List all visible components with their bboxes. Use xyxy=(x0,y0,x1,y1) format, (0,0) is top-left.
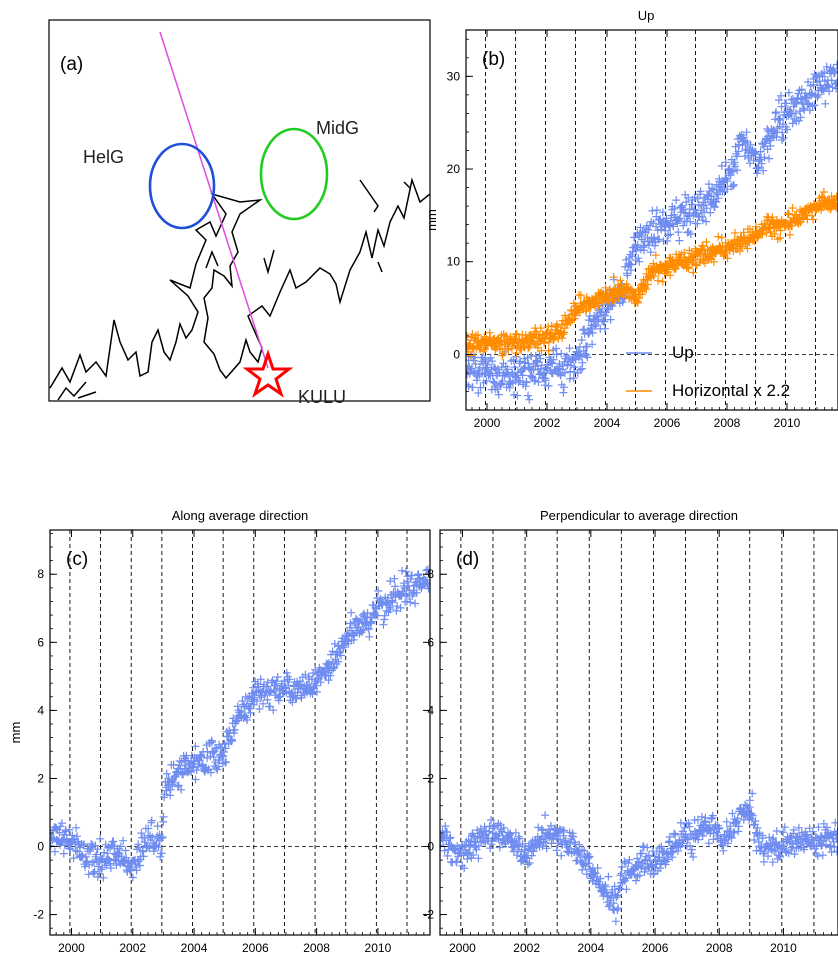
y-tick-label: 0 xyxy=(427,840,434,854)
y-tick-label: 2 xyxy=(427,771,434,785)
data-marker xyxy=(466,60,838,404)
x-tick-label: 2004 xyxy=(594,416,621,430)
panel-a-map: (a) HelG MidG KULU xyxy=(48,19,431,407)
coastline-segment xyxy=(77,391,97,399)
x-tick-label: 2004 xyxy=(181,941,208,955)
x-tick-label: 2010 xyxy=(770,941,797,955)
panel-label: (c) xyxy=(66,549,88,570)
series-horizontal-x-2-2 xyxy=(466,188,838,360)
data-marker xyxy=(440,789,838,926)
legend: Up Horizontal x 2.2 xyxy=(626,343,790,400)
series-values xyxy=(50,565,430,882)
y-axis-label: mm xyxy=(8,722,23,744)
x-tick-label: 2006 xyxy=(654,416,681,430)
x-tick-label: 2002 xyxy=(119,941,146,955)
legend-entry: Horizontal x 2.2 xyxy=(672,381,790,400)
panel-a-label: (a) xyxy=(60,54,83,75)
chart-title: Perpendicular to average direction xyxy=(540,508,738,523)
y-tick-label: 6 xyxy=(37,635,44,649)
x-tick-label: 2008 xyxy=(303,941,330,955)
y-tick-label: 20 xyxy=(447,162,461,176)
y-tick-label: 30 xyxy=(447,69,461,83)
coastline-segment xyxy=(57,381,87,401)
legend-entry: Up xyxy=(672,343,694,362)
y-tick-label: -2 xyxy=(33,908,44,922)
panel-c-along-chart: Along average direction mm -2 0 2 4 6 8 2000 2002… xyxy=(8,508,431,955)
x-tick-label: 2010 xyxy=(365,941,392,955)
y-tick-label: -2 xyxy=(423,908,434,922)
map-frame xyxy=(48,19,431,402)
y-tick-label: 0 xyxy=(453,347,460,361)
coastline xyxy=(49,177,430,389)
series-values xyxy=(440,789,838,926)
x-tick-label: 2000 xyxy=(474,416,501,430)
coastline-segment xyxy=(377,261,383,273)
y-axis-label: mm xyxy=(424,209,439,231)
panel-label: (d) xyxy=(456,549,479,570)
x-tick-label: 2006 xyxy=(642,941,669,955)
x-tick-label: 2010 xyxy=(774,416,801,430)
x-tick-label: 2008 xyxy=(714,416,741,430)
y-tick-label: 8 xyxy=(427,567,434,581)
kulu-label: KULU xyxy=(298,387,346,407)
x-tick-label: 2002 xyxy=(534,416,561,430)
x-tick-label: 2000 xyxy=(449,941,476,955)
station-star xyxy=(242,349,294,398)
helg-label: HelG xyxy=(83,147,124,167)
panel-label: (b) xyxy=(482,49,505,70)
panel-b-up-chart: Up mm 0 10 20 30 2000 2002 2004 2006 2008 2010 (b) Up… xyxy=(424,8,838,430)
chart-title: Along average direction xyxy=(172,508,309,523)
chart-title: Up xyxy=(638,8,655,23)
plot-frame xyxy=(439,529,838,936)
x-tick-label: 2004 xyxy=(578,941,605,955)
helg-ellipse xyxy=(148,142,216,230)
coastline-segment xyxy=(403,181,411,189)
y-tick-label: 2 xyxy=(37,771,44,785)
coastline-segment xyxy=(263,249,275,275)
midg-label: MidG xyxy=(316,118,359,138)
x-tick-label: 2000 xyxy=(58,941,85,955)
data-marker xyxy=(50,565,430,882)
y-tick-label: 6 xyxy=(427,635,434,649)
y-tick-label: 8 xyxy=(37,567,44,581)
x-tick-label: 2002 xyxy=(513,941,540,955)
coastline-segment xyxy=(205,249,219,269)
midg-ellipse xyxy=(259,127,329,221)
y-tick-label: 10 xyxy=(447,255,461,269)
y-tick-label: 4 xyxy=(37,703,44,717)
satellite-track xyxy=(159,31,269,369)
y-tick-label: 0 xyxy=(37,840,44,854)
y-tick-label: 4 xyxy=(427,703,434,717)
x-tick-label: 2006 xyxy=(242,941,269,955)
panel-d-perpendicular-chart: Perpendicular to average direction -2 0 2 4 6… xyxy=(423,508,838,955)
data-marker xyxy=(466,188,838,360)
series-up xyxy=(466,60,838,404)
plot-frame xyxy=(49,529,431,936)
x-tick-label: 2008 xyxy=(706,941,733,955)
coastline-segment xyxy=(359,179,379,213)
